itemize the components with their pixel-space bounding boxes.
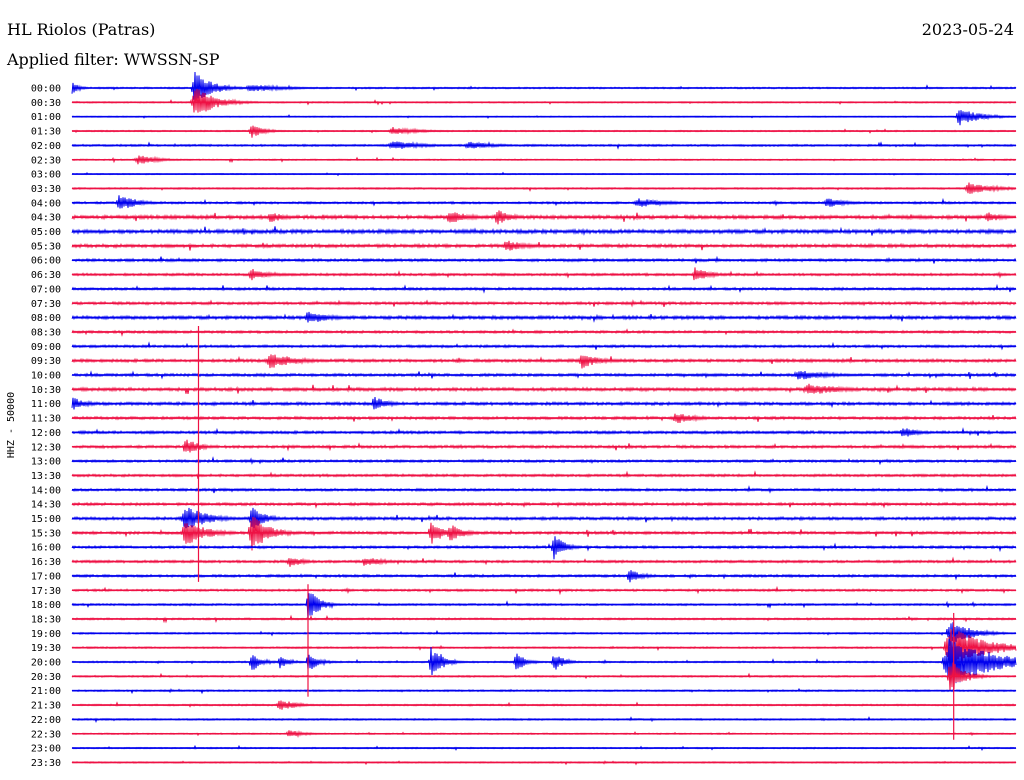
trace-label: 09:00 [31, 342, 61, 353]
trace-label: 08:30 [31, 327, 61, 338]
trace-label: 23:30 [31, 758, 61, 769]
trace-line [71, 110, 1017, 126]
trace-line [71, 88, 1017, 113]
trace-label: 02:00 [31, 141, 61, 152]
trace-line [71, 354, 1017, 369]
trace-label: 11:00 [31, 399, 61, 410]
trace-label: 16:00 [31, 543, 61, 554]
trace-line [71, 622, 1017, 647]
trace-label: 07:30 [31, 299, 61, 310]
trace-label: 07:00 [31, 284, 61, 295]
date-label: 2023-05-24 [921, 20, 1014, 39]
trace-label: 19:30 [31, 643, 61, 654]
trace-label: 12:30 [31, 442, 61, 453]
filter-label: Applied filter: WWSSN-SP [7, 50, 220, 69]
trace-label: 06:00 [31, 256, 61, 267]
trace-label: 06:30 [31, 270, 61, 281]
trace-label: 05:30 [31, 241, 61, 252]
trace-label: 13:00 [31, 457, 61, 468]
y-axis-label: HHZ - 50000 [6, 392, 17, 458]
trace-group [71, 71, 1017, 766]
trace-label: 01:00 [31, 112, 61, 123]
trace-label: 11:30 [31, 414, 61, 425]
trace-label: 02:30 [31, 155, 61, 166]
station-title: HL Riolos (Patras) [7, 20, 156, 39]
trace-label: 04:30 [31, 213, 61, 224]
trace-label: 03:00 [31, 170, 61, 181]
trace-label: 09:30 [31, 356, 61, 367]
trace-label: 21:00 [31, 686, 61, 697]
trace-line [71, 556, 1017, 567]
trace-label: 19:00 [31, 629, 61, 640]
trace-label: 12:00 [31, 428, 61, 439]
trace-label: 15:00 [31, 514, 61, 525]
trace-label: 01:30 [31, 127, 61, 138]
trace-label: 13:30 [31, 471, 61, 482]
trace-label: 18:30 [31, 614, 61, 625]
trace-line [71, 593, 1017, 622]
trace-line [71, 516, 1017, 551]
trace-label: 10:00 [31, 371, 61, 382]
trace-label: 20:00 [31, 658, 61, 669]
trace-label: 10:30 [31, 385, 61, 396]
trace-label: 14:00 [31, 485, 61, 496]
trace-label: 03:30 [31, 184, 61, 195]
trace-label: 00:00 [31, 84, 61, 95]
trace-label: 21:30 [31, 701, 61, 712]
trace-line [71, 71, 1017, 102]
trace-line [71, 195, 1017, 209]
trace-label: 20:30 [31, 672, 61, 683]
trace-label: 08:00 [31, 313, 61, 324]
tick-labels: 00:00 00:30 01:00 01:30 02:00 02:30 03:00 03:30… [31, 84, 61, 769]
trace-label: 00:30 [31, 98, 61, 109]
trace-label: 04:00 [31, 198, 61, 209]
trace-label: 23:00 [31, 744, 61, 755]
trace-label: 05:00 [31, 227, 61, 238]
trace-label: 15:30 [31, 528, 61, 539]
trace-label: 22:30 [31, 729, 61, 740]
trace-label: 17:00 [31, 571, 61, 582]
trace-label: 17:30 [31, 586, 61, 597]
trace-label: 22:00 [31, 715, 61, 726]
trace-label: 14:30 [31, 500, 61, 511]
trace-label: 16:30 [31, 557, 61, 568]
trace-label: 18:00 [31, 600, 61, 611]
